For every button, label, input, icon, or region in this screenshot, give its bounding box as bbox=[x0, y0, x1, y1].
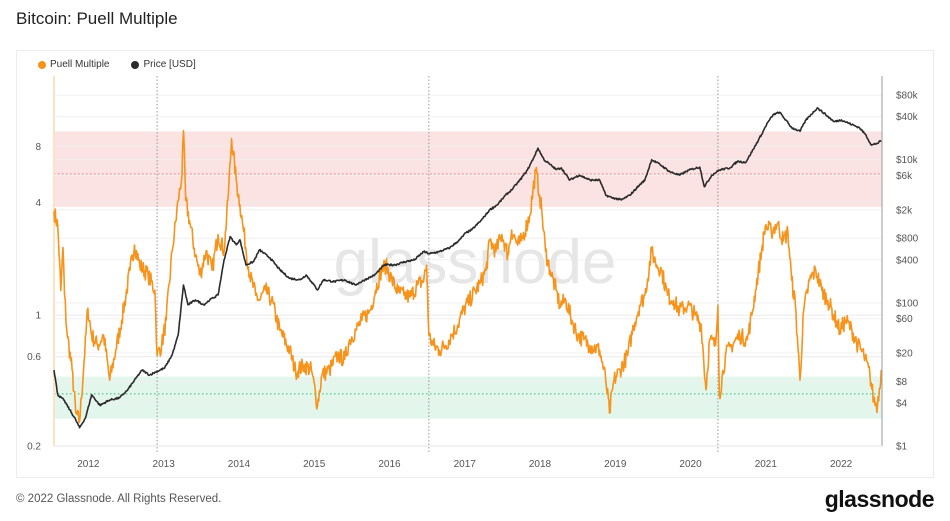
y-left-tick-label: 0.2 bbox=[27, 442, 41, 453]
band-high bbox=[54, 131, 882, 207]
y-right-tick-label: $6k bbox=[896, 171, 913, 182]
y-left-tick-label: 4 bbox=[35, 198, 41, 209]
x-tick-label: 2021 bbox=[755, 459, 778, 470]
y-right-tick-label: $400 bbox=[896, 255, 919, 266]
x-tick-label: 2019 bbox=[604, 459, 627, 470]
x-tick-label: 2014 bbox=[228, 459, 251, 470]
glassnode-logo[interactable]: glassnode bbox=[824, 486, 935, 512]
legend-item-puell[interactable]: Puell Multiple bbox=[38, 59, 109, 70]
legend-label: Price [USD] bbox=[143, 59, 196, 70]
y-right-tick-label: $800 bbox=[896, 234, 919, 245]
x-tick-label: 2018 bbox=[529, 459, 552, 470]
copyright-footer: © 2022 Glassnode. All Rights Reserved. bbox=[16, 493, 222, 505]
x-tick-label: 2016 bbox=[378, 459, 401, 470]
y-right-tick-label: $8 bbox=[896, 377, 908, 388]
x-tick-label: 2013 bbox=[153, 459, 176, 470]
y-right-tick-label: $20 bbox=[896, 348, 913, 359]
x-tick-label: 2022 bbox=[830, 459, 853, 470]
x-tick-label: 2017 bbox=[454, 459, 477, 470]
y-right-tick-label: $60 bbox=[896, 314, 913, 325]
x-tick-label: 2015 bbox=[303, 459, 326, 470]
puell-multiple-line bbox=[53, 129, 882, 424]
y-right-tick-label: $10k bbox=[896, 155, 919, 166]
y-right-tick-label: $2k bbox=[896, 205, 913, 216]
legend-dot-icon bbox=[38, 60, 46, 69]
x-tick-label: 2012 bbox=[77, 459, 100, 470]
band-low bbox=[54, 376, 882, 419]
y-right-tick-label: $40k bbox=[896, 112, 919, 123]
y-left-tick-label: 0.6 bbox=[27, 352, 41, 363]
legend-item-price[interactable]: Price [USD] bbox=[131, 59, 196, 70]
page-title: Bitcoin: Puell Multiple bbox=[16, 9, 178, 28]
y-right-tick-label: $80k bbox=[896, 91, 919, 102]
legend-label: Puell Multiple bbox=[50, 59, 110, 70]
watermark: glassnode bbox=[334, 228, 617, 297]
x-tick-label: 2020 bbox=[679, 459, 702, 470]
legend-dot-icon bbox=[131, 60, 140, 69]
y-right-tick-label: $4 bbox=[896, 398, 908, 409]
y-left-tick-label: 1 bbox=[35, 311, 41, 322]
price-line bbox=[53, 107, 882, 429]
y-right-tick-label: $1 bbox=[896, 442, 908, 453]
legend: Puell Multiple Price [USD] bbox=[38, 59, 196, 70]
y-left-tick-label: 8 bbox=[35, 142, 41, 153]
y-right-tick-label: $100 bbox=[896, 298, 919, 309]
chart-card bbox=[16, 50, 934, 478]
